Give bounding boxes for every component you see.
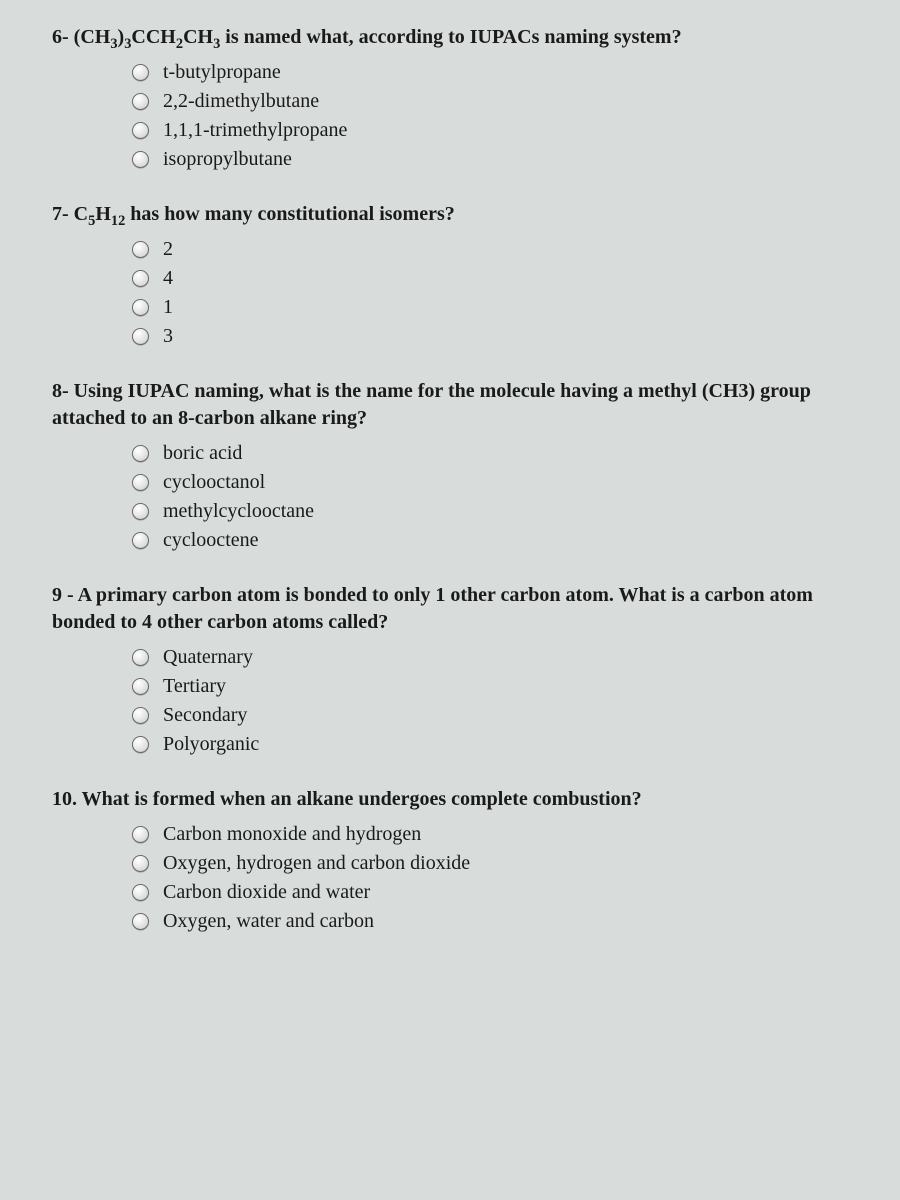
radio-icon[interactable] — [132, 532, 149, 549]
option-label: 1 — [163, 296, 173, 319]
option-row[interactable]: boric acid — [132, 442, 860, 465]
question-text: 8- Using IUPAC naming, what is the name … — [52, 378, 860, 432]
question-text: 10. What is formed when an alkane underg… — [52, 786, 860, 813]
options-list: 2 4 1 3 — [52, 238, 860, 348]
radio-icon[interactable] — [132, 270, 149, 287]
option-row[interactable]: isopropylbutane — [132, 148, 860, 171]
question-body: A primary carbon atom is bonded to only … — [52, 584, 813, 633]
radio-icon[interactable] — [132, 93, 149, 110]
question-number: 10. — [52, 788, 77, 810]
option-row[interactable]: Carbon dioxide and water — [132, 881, 860, 904]
option-label: Oxygen, hydrogen and carbon dioxide — [163, 852, 470, 875]
question-body: C5H12 has how many constitutional isomer… — [74, 203, 455, 225]
option-row[interactable]: Carbon monoxide and hydrogen — [132, 823, 860, 846]
option-row[interactable]: Polyorganic — [132, 733, 860, 756]
radio-icon[interactable] — [132, 64, 149, 81]
question-text: 6- (CH3)3CCH2CH3 is named what, accordin… — [52, 24, 860, 51]
option-label: 3 — [163, 325, 173, 348]
option-label: 2 — [163, 238, 173, 261]
option-row[interactable]: Quaternary — [132, 646, 860, 669]
question-6: 6- (CH3)3CCH2CH3 is named what, accordin… — [52, 24, 860, 171]
question-body: (CH3)3CCH2CH3 is named what, according t… — [74, 26, 682, 48]
question-text: 7- C5H12 has how many constitutional iso… — [52, 201, 860, 228]
question-9: 9 - A primary carbon atom is bonded to o… — [52, 582, 860, 756]
option-label: Carbon monoxide and hydrogen — [163, 823, 421, 846]
option-label: 1,1,1-trimethylpropane — [163, 119, 347, 142]
options-list: Quaternary Tertiary Secondary Polyorgani… — [52, 646, 860, 756]
radio-icon[interactable] — [132, 707, 149, 724]
option-label: cyclooctene — [163, 529, 259, 552]
question-10: 10. What is formed when an alkane underg… — [52, 786, 860, 933]
option-label: 2,2-dimethylbutane — [163, 90, 319, 113]
option-row[interactable]: 1,1,1-trimethylpropane — [132, 119, 860, 142]
options-list: Carbon monoxide and hydrogen Oxygen, hyd… — [52, 823, 860, 933]
option-label: Carbon dioxide and water — [163, 881, 370, 904]
radio-icon[interactable] — [132, 151, 149, 168]
option-row[interactable]: t-butylpropane — [132, 61, 860, 84]
question-body: Using IUPAC naming, what is the name for… — [52, 380, 811, 429]
option-row[interactable]: methylcyclooctane — [132, 500, 860, 523]
radio-icon[interactable] — [132, 241, 149, 258]
option-row[interactable]: Tertiary — [132, 675, 860, 698]
radio-icon[interactable] — [132, 736, 149, 753]
option-label: Tertiary — [163, 675, 226, 698]
question-text: 9 - A primary carbon atom is bonded to o… — [52, 582, 860, 636]
option-label: Polyorganic — [163, 733, 259, 756]
question-body: What is formed when an alkane undergoes … — [82, 788, 642, 810]
option-row[interactable]: 2 — [132, 238, 860, 261]
option-label: t-butylpropane — [163, 61, 281, 84]
radio-icon[interactable] — [132, 678, 149, 695]
radio-icon[interactable] — [132, 299, 149, 316]
radio-icon[interactable] — [132, 474, 149, 491]
option-label: Oxygen, water and carbon — [163, 910, 374, 933]
option-label: Secondary — [163, 704, 247, 727]
option-label: boric acid — [163, 442, 242, 465]
option-row[interactable]: Secondary — [132, 704, 860, 727]
option-row[interactable]: 1 — [132, 296, 860, 319]
question-number: 8- — [52, 380, 69, 402]
radio-icon[interactable] — [132, 122, 149, 139]
question-number: 6- — [52, 26, 69, 48]
option-label: 4 — [163, 267, 173, 290]
option-label: methylcyclooctane — [163, 500, 314, 523]
radio-icon[interactable] — [132, 328, 149, 345]
options-list: t-butylpropane 2,2-dimethylbutane 1,1,1-… — [52, 61, 860, 171]
question-number: 9 - — [52, 584, 74, 606]
option-row[interactable]: 2,2-dimethylbutane — [132, 90, 860, 113]
option-row[interactable]: Oxygen, hydrogen and carbon dioxide — [132, 852, 860, 875]
option-row[interactable]: 3 — [132, 325, 860, 348]
option-row[interactable]: Oxygen, water and carbon — [132, 910, 860, 933]
radio-icon[interactable] — [132, 826, 149, 843]
radio-icon[interactable] — [132, 445, 149, 462]
option-row[interactable]: 4 — [132, 267, 860, 290]
radio-icon[interactable] — [132, 649, 149, 666]
radio-icon[interactable] — [132, 913, 149, 930]
options-list: boric acid cyclooctanol methylcyclooctan… — [52, 442, 860, 552]
question-number: 7- — [52, 203, 69, 225]
option-label: Quaternary — [163, 646, 253, 669]
option-label: isopropylbutane — [163, 148, 292, 171]
option-row[interactable]: cyclooctene — [132, 529, 860, 552]
question-8: 8- Using IUPAC naming, what is the name … — [52, 378, 860, 552]
option-label: cyclooctanol — [163, 471, 265, 494]
radio-icon[interactable] — [132, 503, 149, 520]
radio-icon[interactable] — [132, 884, 149, 901]
option-row[interactable]: cyclooctanol — [132, 471, 860, 494]
radio-icon[interactable] — [132, 855, 149, 872]
quiz-page: 6- (CH3)3CCH2CH3 is named what, accordin… — [0, 0, 900, 1003]
question-7: 7- C5H12 has how many constitutional iso… — [52, 201, 860, 348]
